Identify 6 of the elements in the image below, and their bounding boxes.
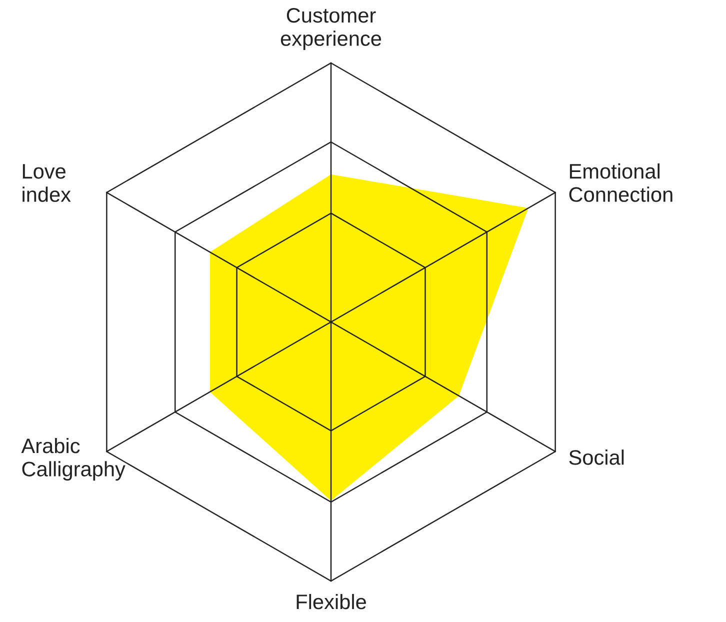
spoke-label: Arabic Calligraphy: [21, 438, 126, 481]
spoke-label: Social: [569, 450, 624, 465]
spoke-label: Flexible: [296, 594, 366, 610]
spoke-label: Customer experience: [280, 8, 382, 50]
spoke-label: Emotional Connection: [569, 163, 672, 202]
spoke-label: Love index: [22, 164, 71, 202]
